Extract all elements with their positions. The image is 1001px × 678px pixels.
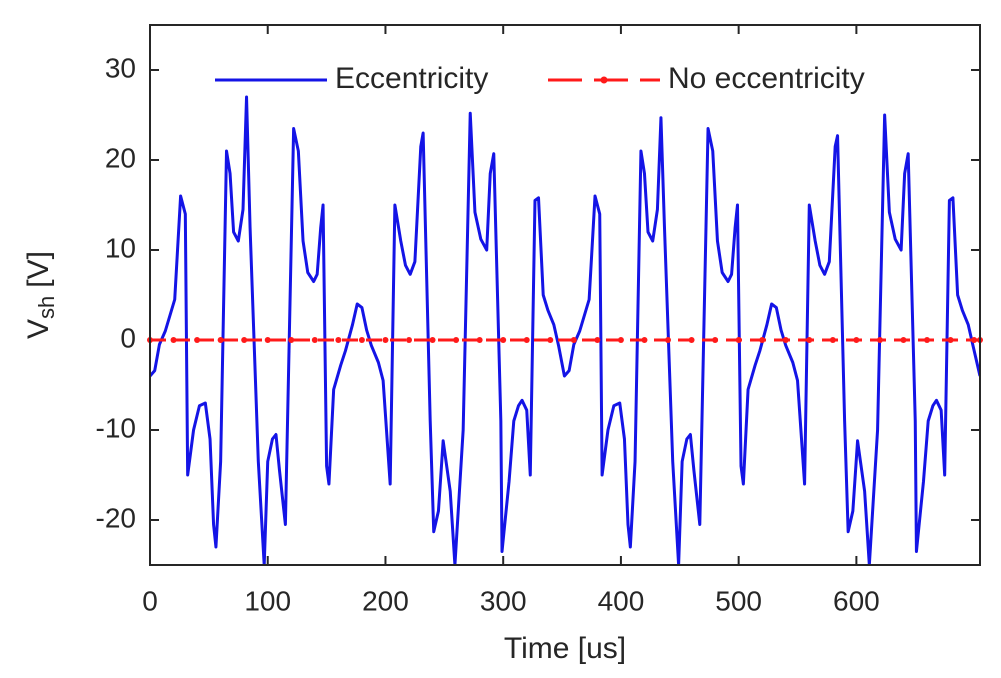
x-tick-label: 300	[480, 585, 527, 616]
series-marker	[806, 337, 813, 343]
y-tick-label: -10	[96, 412, 136, 443]
legend-marker	[600, 76, 608, 84]
series-marker	[311, 337, 318, 343]
series-marker	[971, 337, 978, 343]
series-marker	[476, 337, 483, 343]
series-marker	[170, 337, 177, 343]
series-marker	[665, 337, 672, 343]
x-tick-label: 400	[598, 585, 645, 616]
y-tick-label: 0	[120, 322, 136, 353]
series-marker	[947, 337, 954, 343]
series-marker	[429, 337, 436, 343]
series-marker	[453, 337, 460, 343]
x-tick-label: 0	[142, 585, 158, 616]
series-marker	[194, 337, 201, 343]
y-axis-label-sub: sh	[34, 296, 59, 319]
series-marker	[523, 337, 530, 343]
series-marker	[688, 337, 695, 343]
series-marker	[829, 337, 836, 343]
series-marker	[876, 337, 883, 343]
series-marker	[288, 337, 295, 343]
legend-label: Eccentricity	[335, 62, 488, 95]
x-tick-label: 100	[244, 585, 291, 616]
y-tick-label: 30	[105, 52, 136, 83]
y-tick-label: -20	[96, 502, 136, 533]
series-marker	[264, 337, 271, 343]
series-marker	[500, 337, 507, 343]
series-line	[150, 95, 980, 565]
series-marker	[406, 337, 413, 343]
y-tick-label: 20	[105, 142, 136, 173]
series-marker	[712, 337, 719, 343]
legend-label: No eccentricity	[668, 62, 865, 95]
series-marker	[617, 337, 624, 343]
x-tick-label: 200	[362, 585, 409, 616]
series-marker	[382, 337, 389, 343]
series-marker	[217, 337, 224, 343]
series-marker	[853, 337, 860, 343]
series-marker	[900, 337, 907, 343]
y-axis-label-unit: [V]	[22, 251, 55, 288]
series-marker	[924, 337, 931, 343]
x-axis-label: Time [us]	[504, 632, 626, 665]
x-tick-label: 500	[715, 585, 762, 616]
series-marker	[241, 337, 248, 343]
plot-frame	[149, 24, 981, 566]
series-marker	[782, 337, 789, 343]
series-marker	[570, 337, 577, 343]
y-axis-label: Vsh [V]	[22, 251, 59, 339]
series-marker	[547, 337, 554, 343]
series-marker	[358, 337, 365, 343]
x-tick-label: 600	[833, 585, 880, 616]
series-marker	[641, 337, 648, 343]
series-marker	[759, 337, 766, 343]
series-marker	[335, 337, 342, 343]
y-tick-label: 10	[105, 232, 136, 263]
y-axis-label-main: V	[22, 319, 55, 339]
series-marker	[735, 337, 742, 343]
series-marker	[594, 337, 601, 343]
